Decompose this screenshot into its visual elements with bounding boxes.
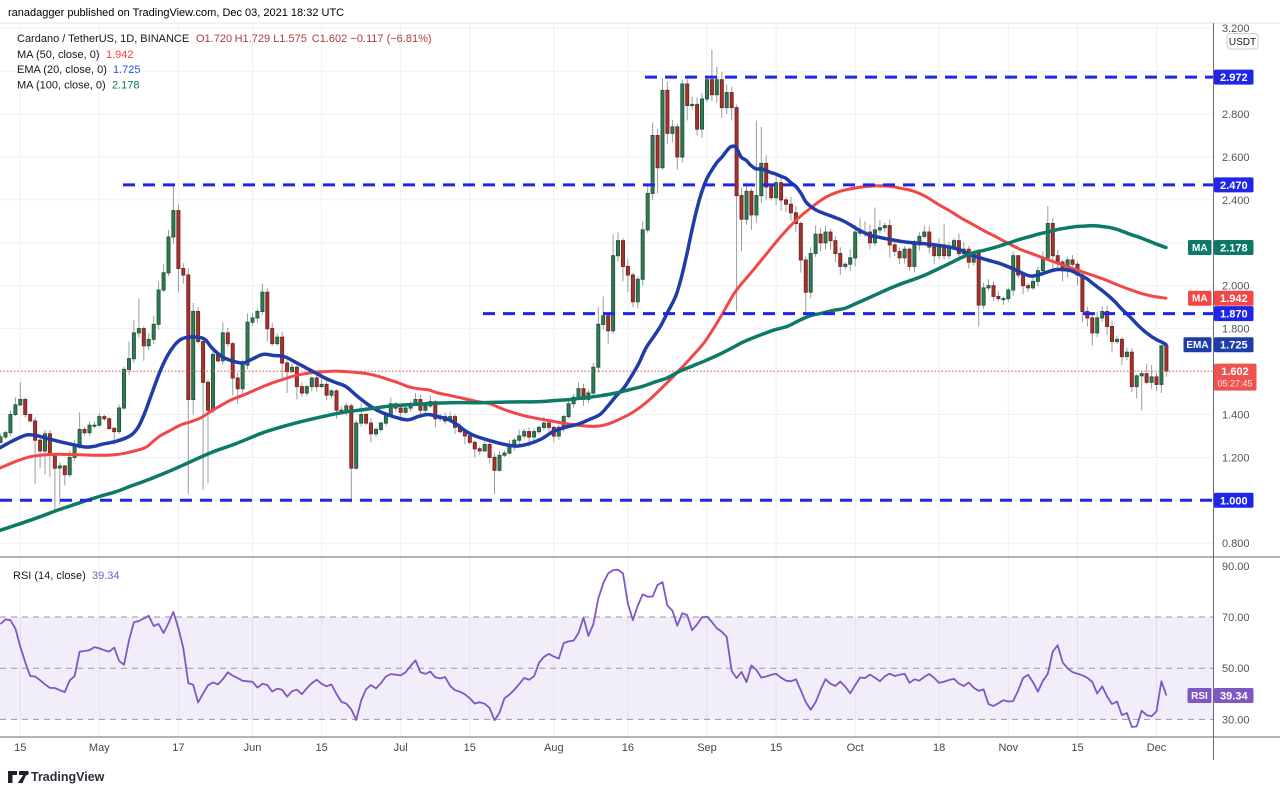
svg-text:15: 15 [464, 742, 476, 754]
svg-text:1.942: 1.942 [1220, 293, 1248, 305]
svg-text:Cardano / TetherUS, 1D, BINANC: Cardano / TetherUS, 1D, BINANCE [17, 33, 189, 45]
svg-text:1.200: 1.200 [1222, 452, 1250, 464]
svg-text:15: 15 [315, 742, 327, 754]
svg-text:0.800: 0.800 [1222, 538, 1250, 550]
svg-text:L1.575: L1.575 [273, 33, 307, 45]
svg-text:90.00: 90.00 [1222, 561, 1250, 573]
svg-text:MA (50, close, 0): MA (50, close, 0) [17, 49, 100, 61]
svg-text:MA: MA [1192, 294, 1208, 305]
svg-text:50.00: 50.00 [1222, 663, 1250, 675]
svg-text:1.725: 1.725 [1220, 340, 1248, 352]
svg-text:2.000: 2.000 [1222, 281, 1250, 293]
svg-text:15: 15 [14, 742, 26, 754]
svg-text:15: 15 [1071, 742, 1083, 754]
svg-text:1.725: 1.725 [113, 64, 141, 76]
svg-text:2.470: 2.470 [1220, 180, 1248, 192]
svg-text:70.00: 70.00 [1222, 612, 1250, 624]
svg-text:MA: MA [1192, 243, 1208, 254]
svg-text:−0.117 (−6.81%): −0.117 (−6.81%) [350, 33, 431, 45]
svg-text:Dec: Dec [1147, 742, 1167, 754]
svg-text:2.178: 2.178 [1220, 243, 1248, 255]
svg-text:1.800: 1.800 [1222, 324, 1250, 336]
svg-text:17: 17 [172, 742, 184, 754]
svg-text:2.972: 2.972 [1220, 72, 1248, 84]
svg-text:1.870: 1.870 [1220, 309, 1248, 321]
svg-text:3.200: 3.200 [1222, 23, 1250, 35]
svg-text:EMA: EMA [1186, 340, 1208, 351]
svg-text:Oct: Oct [847, 742, 864, 754]
svg-text:RSI: RSI [1191, 691, 1208, 702]
svg-text:2.178: 2.178 [112, 80, 140, 92]
svg-text:1.400: 1.400 [1222, 410, 1250, 422]
svg-text:Nov: Nov [999, 742, 1019, 754]
svg-text:16: 16 [622, 742, 634, 754]
svg-text:ranadagger published on Tradin: ranadagger published on TradingView.com,… [8, 7, 344, 19]
svg-text:2.600: 2.600 [1222, 152, 1250, 164]
svg-text:USDT: USDT [1229, 37, 1256, 48]
svg-text:30.00: 30.00 [1222, 714, 1250, 726]
svg-text:2.800: 2.800 [1222, 109, 1250, 121]
svg-text:15: 15 [770, 742, 782, 754]
svg-text:TradingView: TradingView [31, 770, 105, 784]
svg-text:EMA (20, close, 0): EMA (20, close, 0) [17, 64, 107, 76]
svg-text:H1.729: H1.729 [235, 33, 270, 45]
svg-text:2.400: 2.400 [1222, 195, 1250, 207]
svg-text:Sep: Sep [697, 742, 717, 754]
svg-text:C1.602: C1.602 [312, 33, 347, 45]
svg-text:39.34: 39.34 [1220, 691, 1248, 703]
svg-text:RSI (14, close): RSI (14, close) [13, 570, 86, 582]
svg-text:1.942: 1.942 [106, 49, 134, 61]
svg-text:O1.720: O1.720 [196, 33, 232, 45]
svg-text:18: 18 [933, 742, 945, 754]
svg-text:39.34: 39.34 [92, 570, 120, 582]
svg-text:1.602: 1.602 [1221, 366, 1249, 378]
svg-text:1.000: 1.000 [1220, 495, 1248, 507]
svg-text:May: May [89, 742, 110, 754]
svg-text:Aug: Aug [544, 742, 564, 754]
svg-text:05:27:45: 05:27:45 [1217, 379, 1252, 389]
svg-text:Jul: Jul [394, 742, 408, 754]
svg-text:Jun: Jun [244, 742, 262, 754]
svg-text:MA (100, close, 0): MA (100, close, 0) [17, 80, 106, 92]
